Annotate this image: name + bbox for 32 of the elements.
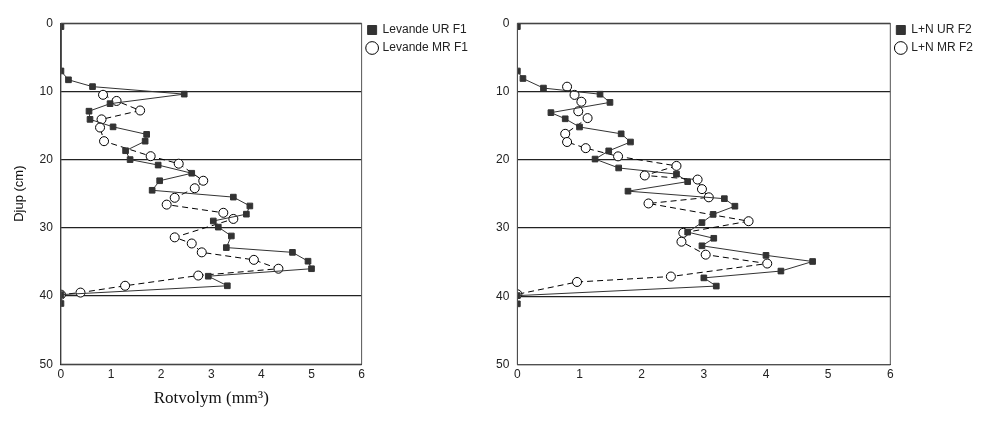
x-axis-title: Rotvolym (mm³) — [153, 388, 269, 408]
legend-label: L+N UR F2 — [911, 22, 972, 37]
y-tick-label: 50 — [495, 356, 510, 371]
y-tick-label: 40 — [495, 288, 510, 303]
x-tick-label: 3 — [207, 366, 215, 381]
x-tick-label: 2 — [157, 366, 165, 381]
x-tick-label: 5 — [824, 367, 832, 382]
y-tick-label: 20 — [495, 152, 510, 167]
x-tick-label: 1 — [107, 366, 115, 381]
x-tick-label: 5 — [308, 366, 316, 381]
x-tick-label: 0 — [514, 367, 521, 382]
legend-label: Levande MR F1 — [382, 40, 469, 55]
y-axis-title: Djup (cm) — [11, 165, 27, 222]
y-tick-label: 40 — [39, 288, 54, 303]
y-tick-label: 30 — [39, 220, 54, 235]
y-tick-label: 50 — [39, 356, 54, 371]
x-tick-label: 3 — [700, 367, 708, 382]
x-tick-label: 0 — [57, 366, 65, 381]
x-tick-label: 2 — [638, 367, 646, 382]
legend-label: Levande UR F1 — [382, 22, 467, 37]
y-tick-label: 10 — [495, 83, 510, 98]
y-tick-label: 30 — [495, 220, 510, 235]
y-tick-label: 0 — [46, 15, 54, 30]
x-tick-label: 4 — [762, 367, 770, 382]
legend-label: L+N MR F2 — [911, 40, 974, 55]
x-tick-label: 1 — [576, 367, 584, 382]
x-tick-label: 4 — [258, 366, 266, 381]
y-tick-label: 0 — [502, 15, 510, 30]
y-tick-label: 10 — [39, 83, 54, 98]
y-tick-label: 20 — [39, 151, 54, 166]
x-tick-label: 6 — [358, 366, 366, 381]
x-tick-label: 6 — [886, 367, 894, 382]
